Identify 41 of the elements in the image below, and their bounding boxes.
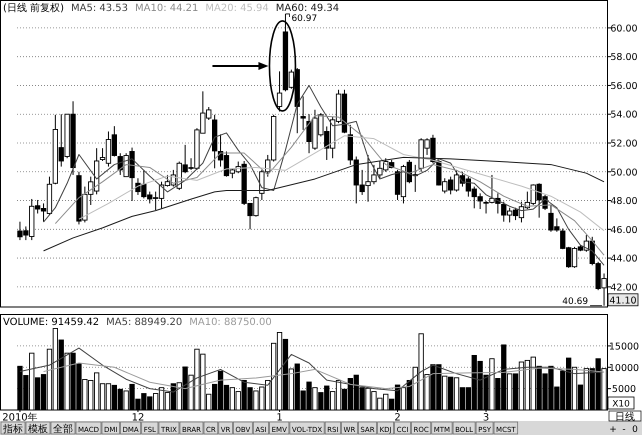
- text: MA5: 43.53: [70, 3, 128, 14]
- line-series: [43, 362, 605, 390]
- chart-title: (日线 前复权): [3, 2, 64, 14]
- text: 全部: [53, 423, 73, 435]
- text: MA20: 45.94: [205, 3, 269, 14]
- y-tick-label: 60.00: [610, 23, 638, 34]
- y-tick-label: 52.00: [610, 138, 638, 150]
- annotation: 41.10: [609, 295, 637, 306]
- x-tick-label: 3: [482, 412, 490, 424]
- line-series: [43, 156, 605, 252]
- x-tick-label: 2010年: [2, 412, 38, 424]
- y-tick-label: 10000: [608, 362, 640, 374]
- y-tick-label: 42.00: [610, 282, 638, 294]
- text: MA10: 44.21: [135, 3, 198, 14]
- annotation: 40.69: [562, 297, 588, 308]
- text: MA60: 49.34: [276, 3, 340, 14]
- text: 0: [632, 425, 638, 435]
- text: X10: [612, 400, 630, 410]
- x-tick-label: 2: [394, 412, 401, 424]
- y-tick-label: 5000: [612, 384, 636, 396]
- y-tick-label: 50.00: [610, 167, 638, 178]
- y-tick-label: 46.00: [610, 224, 638, 236]
- y-tick-label: 58.00: [610, 52, 638, 64]
- text: MA10: 88750.00: [189, 317, 272, 328]
- text: 日线: [615, 411, 635, 423]
- y-tick-label: 56.00: [610, 80, 638, 92]
- x-tick-label: 1: [276, 412, 283, 424]
- y-tick-label: 15000: [608, 341, 640, 352]
- series-label: VOLUME: 91459.42: [3, 317, 100, 328]
- y-tick-label: 54.00: [610, 110, 638, 121]
- y-tick-label: 48.00: [610, 196, 638, 208]
- annotation: 60.97: [291, 14, 318, 24]
- text: MA5: 88949.20: [106, 317, 182, 328]
- text: -: [622, 425, 626, 435]
- text: +: [609, 425, 617, 435]
- y-tick-label: 44.00: [610, 254, 638, 265]
- text: 模板: [28, 423, 48, 435]
- text: 指标: [2, 423, 23, 435]
- line-series: [43, 84, 605, 266]
- line-series: [78, 135, 605, 232]
- x-tick-label: 12: [132, 412, 144, 424]
